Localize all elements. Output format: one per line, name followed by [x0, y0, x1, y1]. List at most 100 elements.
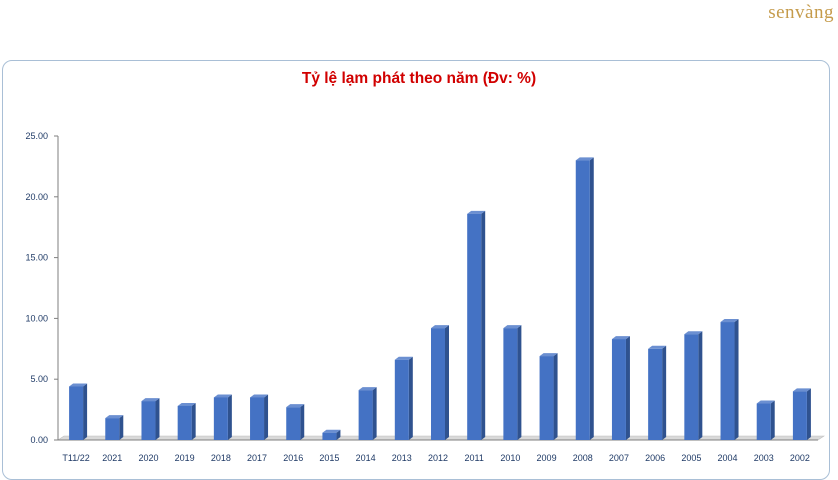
bar-side: [83, 383, 88, 440]
bar-group: [358, 387, 377, 440]
bar-group: [539, 353, 558, 440]
x-tick-labels: T11/22 2021 2020 2019 2018 2017 2016 2015 2014 20…: [62, 453, 810, 463]
bar-group: [250, 394, 269, 440]
bar-group: [611, 336, 630, 440]
bar-top: [720, 319, 739, 323]
bar: [611, 339, 626, 440]
y-tick-label: 15.00: [25, 253, 48, 263]
x-tick-label: 2005: [681, 453, 701, 463]
bar-side: [517, 325, 522, 440]
bars: [69, 157, 811, 440]
bar: [539, 356, 554, 440]
bar-top: [611, 336, 630, 340]
bar-side: [734, 319, 739, 440]
bar: [141, 401, 156, 440]
bar-group: [684, 331, 703, 440]
x-tick-label: 2019: [175, 453, 195, 463]
bar: [250, 397, 265, 440]
x-tick-label: 2021: [102, 453, 122, 463]
bar-top: [756, 400, 775, 404]
bar-group: [648, 345, 667, 440]
bar-top: [358, 387, 377, 391]
bar-top: [792, 388, 811, 392]
bar: [177, 405, 192, 440]
bar: [431, 328, 445, 440]
bar-top: [177, 402, 196, 406]
bar-side: [662, 345, 667, 440]
bar: [756, 403, 771, 440]
x-tick-label: 2018: [211, 453, 231, 463]
y-tick-label: 25.00: [25, 131, 48, 141]
bar-group: [792, 388, 811, 440]
bar-top: [467, 210, 486, 214]
bar-side: [589, 157, 594, 440]
bar: [720, 322, 735, 440]
bar: [467, 213, 482, 440]
x-tick-label: 2017: [247, 453, 267, 463]
bar-group: [322, 429, 341, 440]
bar: [503, 328, 518, 440]
bar-top: [648, 345, 667, 349]
bar: [286, 407, 301, 440]
x-tick-label: 2016: [283, 453, 303, 463]
bar-group: [756, 400, 775, 440]
x-tick-label: 2002: [790, 453, 810, 463]
y-tick-label: 10.00: [25, 313, 48, 323]
bar-group: [575, 157, 594, 440]
bar-side: [191, 402, 196, 440]
x-tick-label: 2012: [428, 453, 448, 463]
bar-group: [467, 210, 486, 440]
bar: [213, 397, 228, 440]
bar-side: [698, 331, 703, 440]
bar-group: [141, 398, 160, 440]
bar-group: [720, 319, 739, 440]
bar-group: [503, 325, 522, 440]
bar-side: [336, 429, 341, 440]
bar-top: [250, 394, 269, 398]
bar: [575, 160, 590, 440]
bar-group: [213, 394, 232, 440]
bar-top: [684, 331, 703, 335]
bar: [69, 386, 84, 440]
x-tick-label: 2007: [609, 453, 629, 463]
bar-side: [553, 353, 558, 440]
x-tick-label: T11/22: [62, 453, 89, 463]
bar-top: [286, 404, 305, 408]
bar-side: [445, 325, 449, 440]
bar-top: [431, 325, 449, 329]
brand-logo: senvàng: [768, 2, 834, 23]
bar-group: [286, 404, 305, 440]
bar-side: [408, 356, 413, 440]
y-tick-labels: 0.00 5.00 10.00 15.00 20.00 25.00: [25, 131, 58, 445]
bar-side: [119, 415, 124, 440]
bar-side: [481, 210, 486, 440]
bar-side: [770, 400, 775, 440]
bar-top: [322, 429, 341, 433]
y-tick-label: 20.00: [25, 192, 48, 202]
x-tick-label: 2008: [573, 453, 593, 463]
x-tick-label: 2011: [465, 453, 484, 463]
bar-top: [394, 356, 413, 360]
x-tick-label: 2003: [754, 453, 774, 463]
bar-side: [155, 398, 160, 440]
x-tick-label: 2013: [392, 453, 412, 463]
bar-group: [394, 356, 413, 440]
bar-top: [503, 325, 522, 329]
bar: [105, 418, 120, 440]
bar-top: [575, 157, 594, 161]
bar-top: [213, 394, 232, 398]
bar: [648, 348, 663, 440]
x-tick-label: 2010: [500, 453, 520, 463]
x-tick-label: 2014: [356, 453, 376, 463]
bar-group: [431, 325, 449, 440]
bar-side: [372, 387, 377, 440]
bar: [684, 334, 699, 440]
x-tick-label: 2004: [718, 453, 738, 463]
bar-group: [105, 415, 124, 440]
bar: [792, 391, 807, 440]
bar-side: [227, 394, 232, 440]
y-tick-label: 5.00: [30, 374, 48, 384]
x-tick-label: 2006: [645, 453, 665, 463]
bar: [322, 432, 337, 440]
bar-top: [141, 398, 160, 402]
